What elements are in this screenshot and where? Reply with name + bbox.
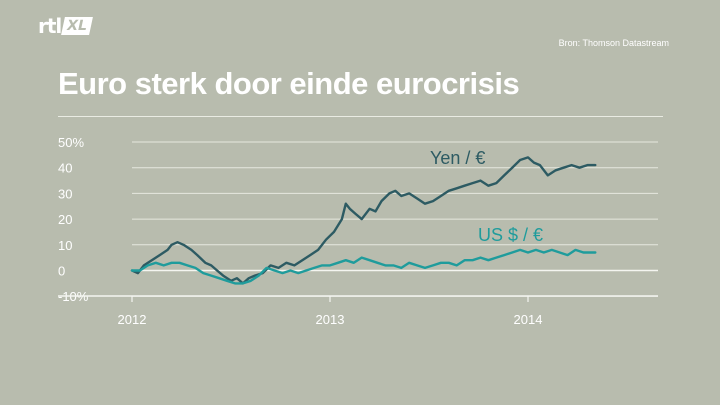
y-tick-label: 20 xyxy=(58,212,72,227)
y-tick-label: 10 xyxy=(58,238,72,253)
title-divider xyxy=(58,116,663,117)
series-label-yen: Yen / € xyxy=(430,148,485,168)
y-tick-label: 30 xyxy=(58,186,72,201)
series-label-usd: US $ / € xyxy=(478,225,543,245)
channel-logo: rtl XL xyxy=(38,14,93,38)
series-labels: Yen / € US $ / € xyxy=(430,148,543,245)
logo-rtl-text: rtl xyxy=(38,14,62,38)
y-tick-label: 40 xyxy=(58,161,72,176)
series-line-yen xyxy=(130,156,597,285)
grid xyxy=(132,141,658,297)
series-line-usd xyxy=(130,248,597,285)
source-credit: Bron: Thomson Datastream xyxy=(558,38,669,48)
x-tick-label: 2013 xyxy=(316,312,345,327)
axes: -10% 0 10 20 30 40 50% 2012 2013 2014 xyxy=(58,135,658,327)
y-tick-label: -10% xyxy=(58,289,89,304)
x-tick-label: 2014 xyxy=(514,312,543,327)
chart-title: Euro sterk door einde eurocrisis xyxy=(58,66,520,101)
x-tick-label: 2012 xyxy=(118,312,147,327)
y-tick-label: 50% xyxy=(58,135,84,150)
series-layer xyxy=(130,156,597,285)
y-tick-label: 0 xyxy=(58,264,65,279)
